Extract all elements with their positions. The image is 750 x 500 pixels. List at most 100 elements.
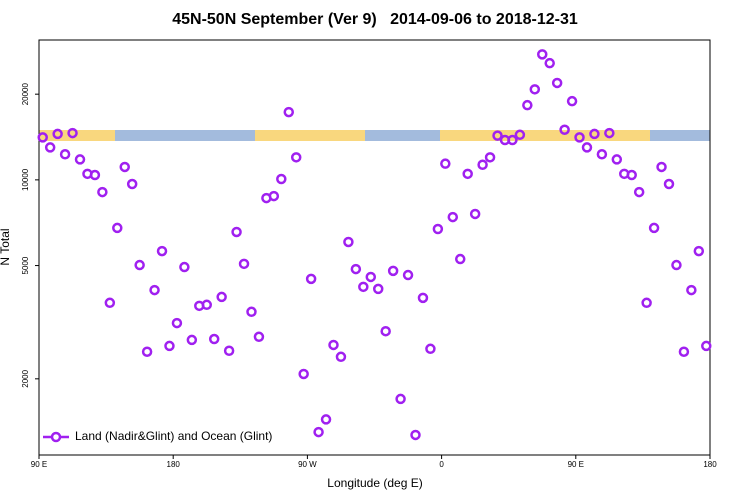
point xyxy=(589,128,600,140)
point xyxy=(678,346,690,357)
point xyxy=(604,127,615,139)
point xyxy=(223,345,235,356)
point xyxy=(686,284,697,296)
point xyxy=(59,149,71,160)
x-tick-label: 180 xyxy=(703,460,717,469)
point xyxy=(179,261,190,273)
y-tick-label: 5000 xyxy=(21,256,30,274)
point xyxy=(626,169,637,181)
point xyxy=(581,142,593,153)
point xyxy=(283,106,295,118)
point xyxy=(425,343,436,355)
y-tick-label: 2000 xyxy=(21,369,30,387)
point xyxy=(633,186,645,198)
point xyxy=(387,265,399,277)
point xyxy=(268,190,280,202)
point xyxy=(417,292,429,304)
point xyxy=(477,159,488,171)
x-axis-label: Longitude (deg E) xyxy=(327,476,422,490)
point xyxy=(112,222,123,234)
point xyxy=(164,340,175,352)
point xyxy=(402,269,414,281)
point xyxy=(522,99,533,111)
y-tick-label: 20000 xyxy=(21,83,30,106)
point xyxy=(484,152,496,163)
point xyxy=(611,154,623,165)
point xyxy=(44,142,56,153)
point xyxy=(574,132,585,143)
point xyxy=(395,393,406,405)
point xyxy=(447,211,459,223)
x-tick-label: 90 E xyxy=(31,460,47,469)
point xyxy=(440,158,451,169)
point xyxy=(246,306,257,318)
surface-strip xyxy=(39,130,710,141)
point xyxy=(469,208,481,220)
point xyxy=(216,291,227,303)
point xyxy=(529,84,541,95)
point xyxy=(648,222,660,234)
point xyxy=(566,95,578,107)
point xyxy=(432,223,444,235)
point xyxy=(365,271,377,283)
point xyxy=(238,258,250,270)
point xyxy=(253,331,265,343)
point xyxy=(693,245,705,257)
point xyxy=(372,283,384,295)
point xyxy=(663,178,675,190)
y-axis-label: N Total xyxy=(0,228,12,265)
point xyxy=(454,253,466,265)
point xyxy=(89,169,101,181)
point xyxy=(52,128,63,140)
point xyxy=(537,49,548,60)
point xyxy=(551,77,563,89)
point xyxy=(231,226,242,238)
point xyxy=(201,299,212,311)
x-tick-label: 90 W xyxy=(298,460,317,469)
point xyxy=(335,351,347,363)
chart-title: 45N-50N September (Ver 9) 2014-09-06 to … xyxy=(172,11,578,28)
point xyxy=(97,186,108,198)
point xyxy=(134,259,145,271)
point xyxy=(671,259,682,271)
point xyxy=(290,152,302,163)
legend-label: Land (Nadir&Glint) and Ocean (Glint) xyxy=(75,429,272,443)
point xyxy=(104,297,116,309)
x-tick-label: 180 xyxy=(167,460,181,469)
point xyxy=(507,134,518,146)
point xyxy=(141,346,153,357)
point xyxy=(350,263,362,275)
point xyxy=(343,236,354,248)
point xyxy=(328,339,339,351)
point xyxy=(410,429,421,441)
point xyxy=(462,168,473,180)
point xyxy=(67,127,78,139)
legend-marker xyxy=(50,431,62,443)
point xyxy=(380,325,391,337)
point xyxy=(126,178,138,190)
point xyxy=(514,129,526,141)
point xyxy=(171,317,183,329)
x-tick-label: 0 xyxy=(439,460,444,469)
point xyxy=(320,414,332,425)
point xyxy=(276,173,287,185)
point xyxy=(208,333,220,345)
point xyxy=(358,281,369,293)
point xyxy=(186,334,198,346)
point xyxy=(492,130,503,141)
point xyxy=(313,426,324,438)
plot-frame xyxy=(38,39,711,456)
point xyxy=(544,57,555,69)
point xyxy=(37,132,48,143)
point xyxy=(641,297,652,309)
y-tick-label: 10000 xyxy=(21,168,30,191)
point xyxy=(74,154,86,165)
point xyxy=(656,161,667,173)
point xyxy=(298,368,309,380)
point xyxy=(156,245,168,257)
point xyxy=(305,273,317,285)
point xyxy=(149,284,160,296)
point xyxy=(559,124,570,135)
